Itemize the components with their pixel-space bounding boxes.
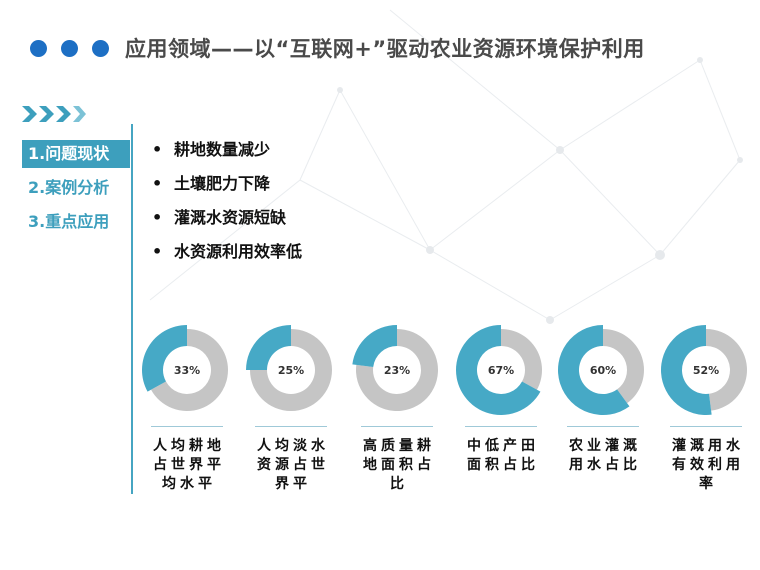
caption-divider [567,426,639,427]
caption-divider [151,426,223,427]
sidebar-nav: 1.问题现状 2.案例分析 3.重点应用 [22,140,130,242]
chart-caption: 人均耕地占世界平均水平 [153,438,225,492]
header: 应用领域——以“互联网+”驱动农业资源环境保护利用 [30,28,645,68]
donut-value-slice [246,325,291,370]
caption-divider [255,426,327,427]
divider [131,124,133,494]
chart-caption: 高质量耕地面积占比 [363,438,435,492]
caption-divider [465,426,537,427]
list-item: • 土壤肥力下降 [152,174,271,193]
donut-value-slice [455,325,541,415]
donut-value-label: 33% [174,364,200,377]
donut-value-label: 60% [590,364,616,377]
donut-value-label: 52% [693,364,719,377]
chevron-right-icon [22,106,86,122]
page-title: 应用领域——以“互联网+”驱动农业资源环境保护利用 [125,37,645,61]
donut-value-label: 23% [384,364,410,377]
donut-value-slice [141,325,187,392]
donut-value-slice [352,325,397,367]
donut-value-label: 25% [278,364,304,377]
caption-divider [361,426,433,427]
list-item: • 水资源利用效率低 [152,242,303,261]
chart-caption: 中低产田面积占比 [467,438,539,473]
bullet-dot-icon [30,39,47,57]
sidebar-item-key-applications[interactable]: 3.重点应用 [28,212,110,231]
chart-caption: 农业灌溉用水占比 [569,438,641,473]
bullet-dot-icon [92,39,109,57]
donut-rest-slice [151,329,229,411]
donut-value-label: 67% [488,364,514,377]
donut-rest-slice [501,329,542,390]
chart-caption: 灌溉用水有效利用率 [672,438,744,492]
donut-rest-slice [603,329,644,404]
sidebar-item-problem-status[interactable]: 1.问题现状 [22,140,130,168]
donut-rest-slice [355,329,438,411]
bullet-list: • 耕地数量减少 • 土壤肥力下降 • 灌溉水资源短缺 • 水资源利用效率低 [152,133,302,269]
donut-rest-slice [250,329,332,411]
caption-divider [670,426,742,427]
donut-rest-slice [706,329,747,411]
donut-value-slice [558,325,630,416]
list-item: • 灌溉水资源短缺 [152,208,287,227]
list-item: • 耕地数量减少 [152,140,271,159]
chart-caption: 人均淡水资源占世界平 [257,438,329,492]
bullet-dot-icon [61,39,78,57]
donut-value-slice [661,325,712,415]
sidebar-item-case-analysis[interactable]: 2.案例分析 [28,178,110,197]
